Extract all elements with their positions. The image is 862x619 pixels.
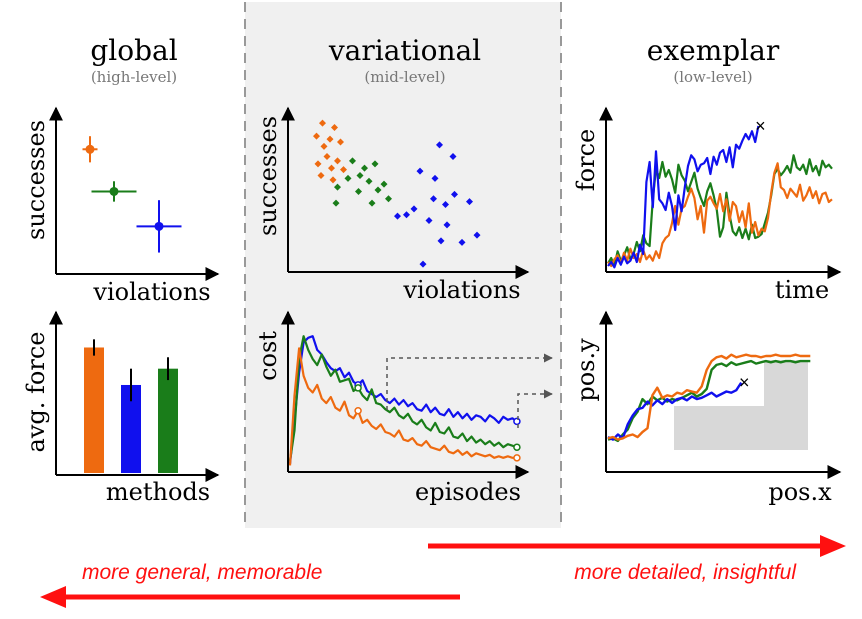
y-axis-label: successes	[22, 120, 50, 240]
exemplar-force-plot: force time ×	[572, 106, 842, 304]
left-arrow-label: more general, memorable	[82, 561, 322, 584]
point-green	[374, 186, 382, 194]
point-blue	[410, 205, 418, 213]
point-blue	[442, 201, 449, 209]
episode-marker-orange	[354, 406, 362, 415]
detail-arrow-right: more detailed, insightful	[428, 535, 846, 584]
global-title: global	[90, 34, 177, 67]
point-green	[371, 160, 379, 168]
line-orange	[607, 353, 811, 441]
variational-scatter-plot: successes violations	[254, 106, 530, 304]
point-blue	[425, 217, 433, 225]
point-orange	[320, 142, 328, 150]
point-green	[334, 183, 341, 191]
point-green	[368, 199, 376, 207]
point-green	[355, 187, 362, 195]
episode-marker-orange	[513, 454, 521, 462]
line-green	[607, 154, 833, 268]
x-axis-label: violations	[92, 278, 210, 306]
global-bar-plot: avg. force methods	[22, 310, 220, 506]
y-axis-label: pos.y	[572, 338, 600, 402]
point-blue	[443, 221, 451, 229]
point-green	[332, 199, 340, 207]
end-marker-icon: ×	[755, 116, 766, 136]
point-blue	[466, 198, 473, 206]
point-blue	[458, 238, 466, 246]
point-orange	[313, 132, 320, 140]
callout-arrow-upper	[386, 353, 553, 410]
x-axis-label: pos.x	[768, 478, 832, 506]
episode-marker-green	[513, 443, 521, 451]
global-scatter-plot: successes violations	[22, 106, 220, 306]
point-blue	[394, 212, 401, 220]
y-axis-label: cost	[254, 331, 282, 381]
point-orange	[323, 153, 331, 161]
point-green	[109, 186, 119, 196]
exemplar-position-plot: pos.y pos.x ×	[572, 310, 842, 506]
line-orange	[607, 162, 833, 268]
line-blue	[607, 381, 743, 441]
point-orange	[314, 160, 322, 168]
point-orange	[337, 138, 344, 146]
line-green	[288, 335, 518, 462]
line-orange	[288, 347, 517, 466]
episode-marker-blue	[513, 417, 521, 426]
bar-green	[158, 368, 178, 473]
point-orange	[326, 135, 334, 143]
x-axis-label: violations	[402, 276, 520, 304]
point-green	[361, 164, 368, 172]
point-orange	[331, 123, 338, 131]
point-orange	[319, 119, 326, 127]
point-blue	[449, 153, 457, 161]
y-axis-label: avg. force	[22, 332, 50, 453]
exemplar-subtitle: (low-level)	[673, 68, 752, 86]
point-green	[385, 195, 392, 203]
x-axis-label: episodes	[415, 478, 521, 506]
variational-subtitle: (mid-level)	[364, 68, 445, 86]
arrowhead-right-icon	[820, 535, 846, 557]
line-green	[607, 359, 811, 443]
point-blue	[403, 211, 410, 219]
global-subtitle: (high-level)	[91, 68, 177, 86]
point-orange	[334, 157, 341, 165]
line-blue	[288, 335, 518, 465]
right-arrow-label: more detailed, insightful	[574, 561, 797, 584]
x-axis-label: methods	[106, 478, 210, 506]
point-blue	[437, 237, 445, 245]
point-blue	[416, 167, 424, 175]
point-blue	[436, 141, 443, 149]
callout-arrow-lower	[517, 389, 553, 428]
bar-blue	[121, 384, 141, 473]
obstacle-region	[674, 360, 808, 450]
point-blue	[451, 190, 458, 198]
point-orange	[328, 164, 335, 172]
episode-marker-green	[354, 384, 362, 392]
point-green	[349, 157, 356, 165]
bar-orange	[84, 347, 104, 473]
line-blue	[607, 125, 760, 269]
variational-title: variational	[328, 34, 481, 67]
arrowhead-left-icon	[40, 586, 66, 608]
general-arrow-left: more general, memorable	[40, 561, 460, 608]
point-blue	[430, 195, 437, 203]
exemplar-title: exemplar	[647, 34, 780, 67]
point-green	[356, 171, 364, 179]
y-axis-label: force	[572, 129, 600, 191]
point-green	[365, 177, 373, 185]
end-marker-icon: ×	[739, 373, 750, 393]
point-orange	[329, 176, 337, 184]
point-blue	[431, 174, 439, 182]
point-green	[380, 180, 388, 188]
x-axis-label: time	[775, 276, 829, 304]
point-orange	[317, 171, 325, 179]
point-green	[344, 174, 352, 182]
point-blue	[419, 260, 427, 268]
y-axis-label: successes	[254, 116, 282, 236]
point-blue	[154, 221, 164, 231]
point-orange	[85, 144, 95, 154]
point-blue	[473, 231, 481, 239]
point-orange	[340, 166, 347, 174]
variational-cost-plot: cost episodes	[254, 310, 553, 506]
